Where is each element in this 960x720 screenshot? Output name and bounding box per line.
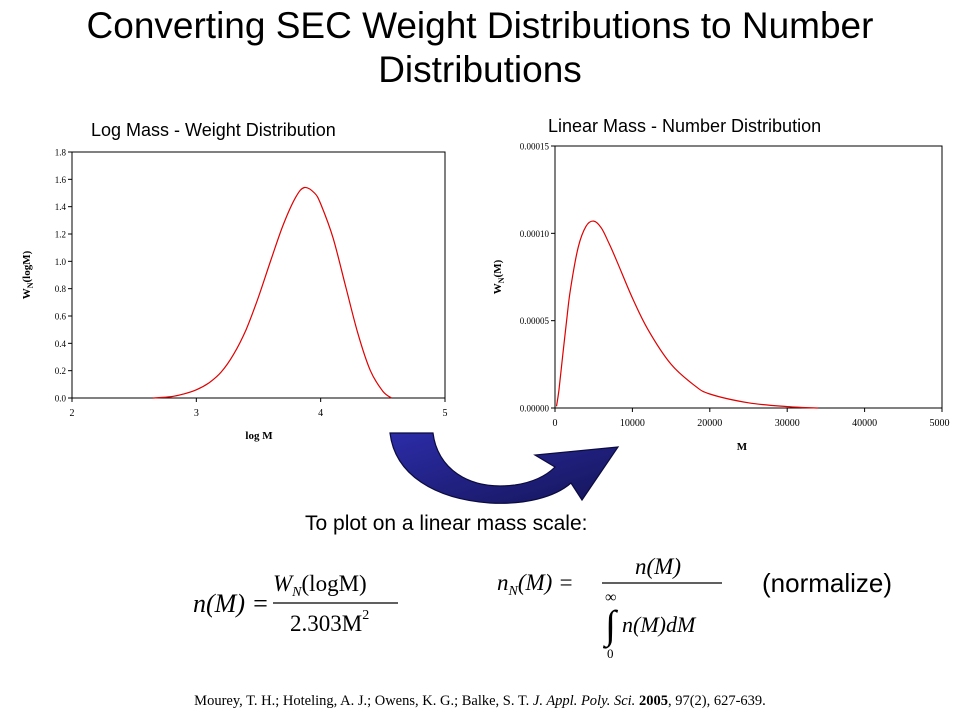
citation-year: 2005 xyxy=(638,693,668,709)
equation-normalized: nN(M) = n(M) ∞ ∫ 0 n(M)dM xyxy=(497,554,722,661)
y-tick-label: 0.4 xyxy=(55,339,67,349)
curved-arrow-icon xyxy=(389,432,620,504)
svg-text:0: 0 xyxy=(607,646,614,661)
y-tick-label: 1.2 xyxy=(55,230,66,240)
slide-title: Converting SEC Weight Distributions to N… xyxy=(86,5,874,90)
svg-text:n(M) =: n(M) = xyxy=(193,589,269,618)
y-tick-label: 0.2 xyxy=(55,366,66,376)
x-tick-label: 40000 xyxy=(852,418,877,429)
citation-authors: Mourey, T. H.; Hoteling, A. J.; Owens, K… xyxy=(194,693,533,709)
chart2-plot-area xyxy=(554,145,943,409)
chart2-series-line xyxy=(555,220,819,409)
y-tick-label: 1.8 xyxy=(55,148,67,158)
svg-text:2.303M2: 2.303M2 xyxy=(290,608,369,636)
svg-text:∫: ∫ xyxy=(602,602,619,649)
x-tick-label: 3 xyxy=(194,408,199,419)
subtitle: To plot on a linear mass scale: xyxy=(305,512,588,535)
x-tick-label: 30000 xyxy=(775,418,800,429)
normalize-note: (normalize) xyxy=(762,568,893,598)
citation-rest: , 97(2), 627-639. xyxy=(667,693,766,709)
x-tick-label: 0 xyxy=(553,418,558,429)
chart2-title: Linear Mass - Number Distribution xyxy=(548,116,822,136)
chart1-plot-area xyxy=(71,151,446,399)
svg-text:∞: ∞ xyxy=(605,589,616,606)
svg-text:n(M): n(M) xyxy=(635,554,681,579)
y-tick-label: 1.6 xyxy=(55,175,67,185)
y-tick-label: 1.4 xyxy=(55,202,67,212)
chart2-plot: 0.00000 0.00005 0.00010 0.00015 0 10000 20000… xyxy=(492,142,951,454)
y-tick-label: 0.6 xyxy=(55,312,67,322)
y-tick-label: 0.00005 xyxy=(520,316,550,326)
chart1-series-line xyxy=(152,186,392,399)
svg-text:n(M)dM: n(M)dM xyxy=(622,612,697,637)
chart2-xlabel: M xyxy=(737,441,748,453)
citation-journal: J. Appl. Poly. Sci. xyxy=(532,693,636,709)
x-tick-label: 10000 xyxy=(620,418,645,429)
chart1-ylabel: WN(logM) xyxy=(21,250,35,299)
y-tick-label: 1.0 xyxy=(55,257,67,267)
chart2-ylabel: WN(M) xyxy=(492,259,506,294)
x-tick-label: 4 xyxy=(318,408,323,419)
x-tick-label: 5 xyxy=(443,408,448,419)
y-tick-label: 0.8 xyxy=(55,284,67,294)
citation: Mourey, T. H.; Hoteling, A. J.; Owens, K… xyxy=(0,693,960,710)
chart1-title: Log Mass - Weight Distribution xyxy=(91,120,336,140)
y-tick-label: 0.00010 xyxy=(520,229,550,239)
chart1-xlabel: log M xyxy=(245,430,273,442)
x-tick-label: 50000 xyxy=(930,418,951,429)
chart1-plot: 0.0 0.2 0.4 0.6 0.8 1.0 1.2 1.4 1.6 1.8 2 3 4 5 log … xyxy=(21,148,448,443)
equation-number-distribution: n(M) = WN(logM) 2.303M2 xyxy=(193,571,398,636)
svg-text:WN(logM): WN(logM) xyxy=(273,571,367,600)
y-tick-label: 0.0 xyxy=(55,394,67,404)
y-tick-label: 0.00000 xyxy=(520,404,550,414)
x-tick-label: 2 xyxy=(70,408,75,419)
svg-text:nN(M) =: nN(M) = xyxy=(497,570,574,599)
y-tick-label: 0.00015 xyxy=(520,142,550,152)
x-tick-label: 20000 xyxy=(697,418,722,429)
